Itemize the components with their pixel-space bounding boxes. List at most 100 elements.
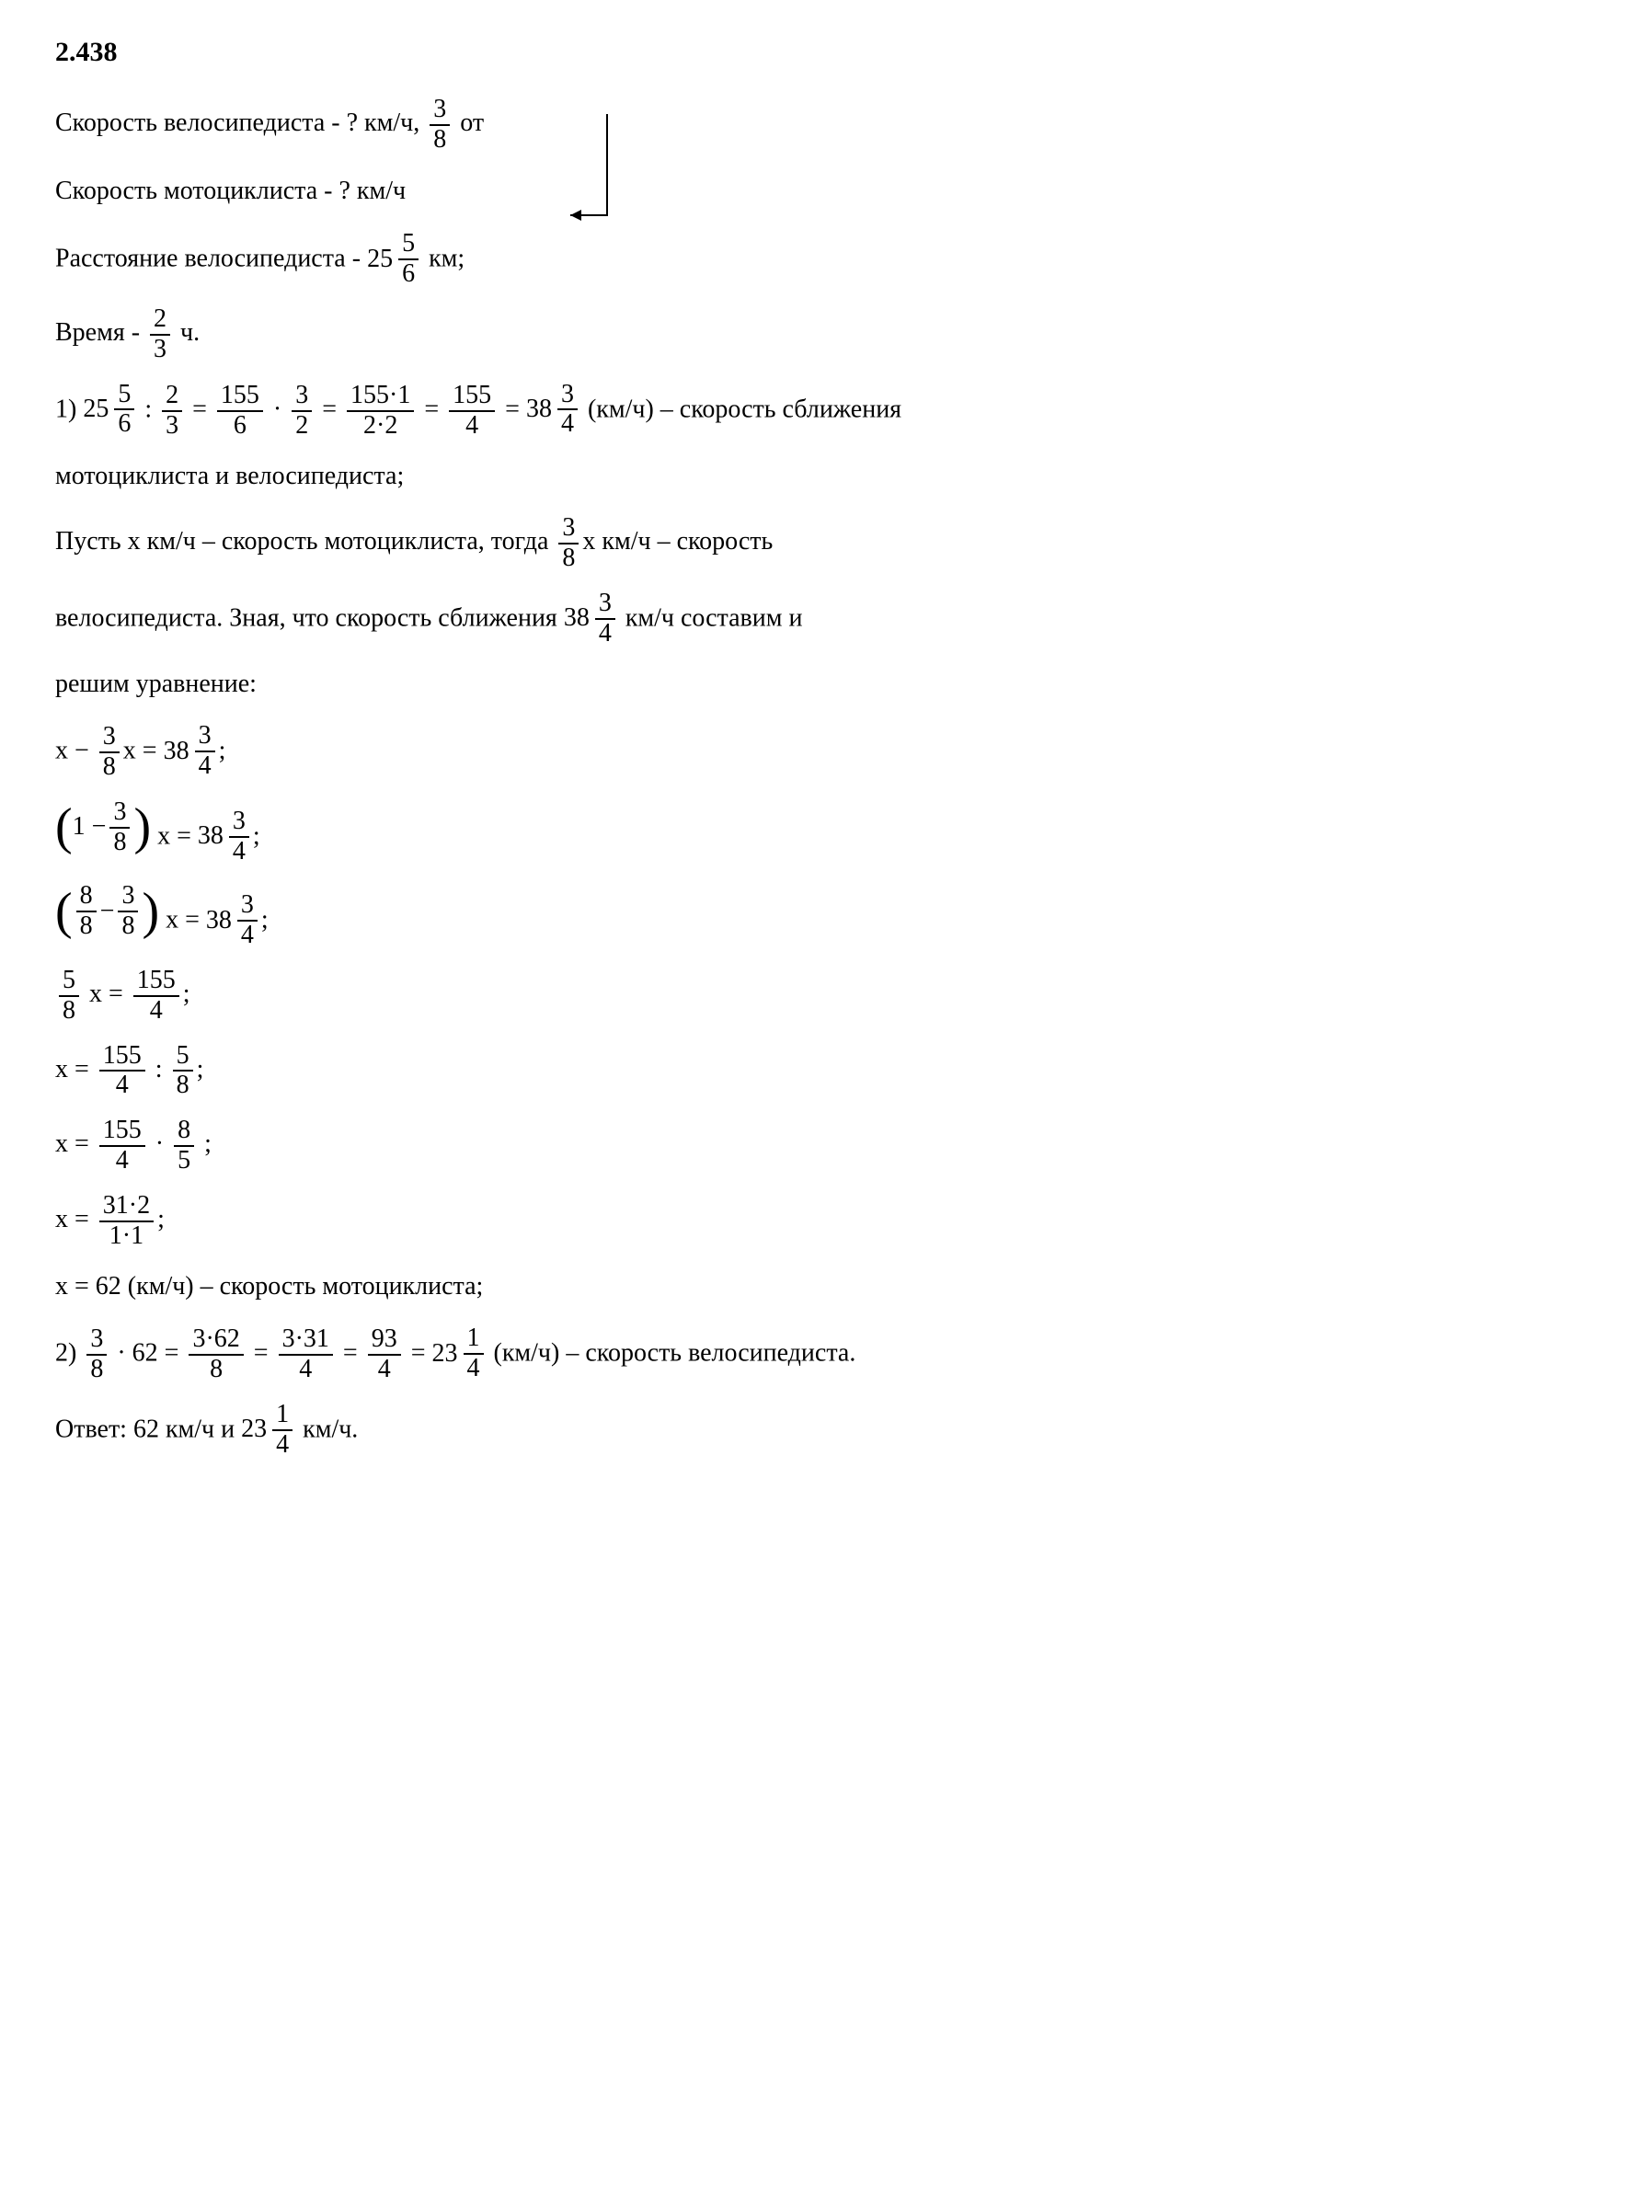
fraction: 3·314 (279, 1325, 333, 1384)
whole: 25 (83, 389, 109, 430)
text: ; (197, 1055, 204, 1083)
right-paren-icon: ) (142, 891, 159, 933)
text: Скорость велосипедиста - ? км/ч, (55, 109, 426, 137)
numerator: 3 (118, 882, 138, 912)
denominator: 8 (118, 912, 138, 941)
let-line-3: решим уравнение: (55, 664, 1597, 705)
let-line-1: Пусть x км/ч – скорость мотоциклиста, то… (55, 514, 1597, 573)
numerator: 3 (86, 1325, 107, 1356)
denominator: 8 (189, 1356, 243, 1384)
numerator: 3 (430, 96, 450, 126)
numerator: 155 (449, 382, 495, 412)
label: 1) (55, 395, 83, 423)
whole: 23 (432, 1334, 458, 1375)
equation-a: x − 38x = 3834; (55, 722, 1597, 782)
denominator: 6 (398, 260, 419, 289)
text: ч. (174, 318, 200, 347)
numerator: 31·2 (99, 1192, 154, 1222)
text: = (247, 1339, 275, 1368)
numerator: 5 (59, 967, 79, 997)
equation-e: x = 1554 : 58; (55, 1042, 1597, 1101)
fraction: 58 (59, 967, 79, 1026)
text: x км/ч – скорость (582, 527, 773, 556)
equation-c: (88 − 38) x = 3834; (55, 882, 1597, 950)
denominator: 4 (272, 1431, 293, 1460)
mixed-number: 2556 (83, 381, 138, 440)
denominator: 4 (237, 922, 258, 950)
text: Расстояние велосипедиста - (55, 245, 367, 273)
mixed-number: 3834 (206, 891, 261, 950)
numerator: 1 (464, 1324, 484, 1355)
numerator: 155 (133, 967, 179, 997)
fraction: 38 (558, 514, 579, 573)
fraction: 3·628 (189, 1325, 243, 1384)
fraction: 34 (195, 722, 215, 781)
numerator: 3·31 (279, 1325, 333, 1356)
problem-number: 2.438 (55, 37, 1597, 68)
numerator: 2 (150, 305, 170, 336)
denominator: 8 (173, 1072, 193, 1100)
fraction: 38 (86, 1325, 107, 1384)
whole: 38 (526, 389, 552, 430)
label: 2) (55, 1339, 83, 1368)
numerator: 3·62 (189, 1325, 243, 1356)
numerator: 5 (173, 1042, 193, 1072)
text: − (100, 891, 115, 933)
denominator: 3 (150, 336, 170, 364)
numerator: 155 (99, 1117, 145, 1147)
text: ; (219, 737, 226, 765)
text: · 62 = (110, 1339, 185, 1368)
numerator: 5 (398, 230, 419, 260)
text: = (405, 1339, 432, 1368)
equation-d: 58 x = 1554; (55, 967, 1597, 1026)
denominator: 2·2 (347, 412, 414, 441)
left-paren-icon: ( (55, 807, 73, 848)
fraction: 23 (162, 382, 182, 441)
let-line-2: велосипедиста. Зная, что скорость сближе… (55, 590, 1597, 648)
fraction: 31·21·1 (99, 1192, 154, 1251)
given-time: Время - 23 ч. (55, 305, 1597, 364)
numerator: 155·1 (347, 382, 414, 412)
bracket-line-2: Скорость мотоциклиста - ? км/ч (55, 171, 1597, 212)
text: км/ч. (296, 1415, 358, 1443)
fraction: 38 (109, 798, 130, 857)
fraction: 85 (174, 1117, 194, 1175)
denominator: 4 (557, 410, 578, 439)
text: · (149, 1129, 170, 1158)
numerator: 3 (558, 514, 579, 544)
text: x = (55, 1205, 96, 1233)
whole: 23 (241, 1409, 267, 1450)
equation-f: x = 1554 · 85 ; (55, 1117, 1597, 1175)
numerator: 3 (195, 722, 215, 752)
numerator: 8 (76, 882, 97, 912)
text: x − (55, 737, 96, 765)
bracket-line-1: Скорость велосипедиста - ? км/ч, 38 от (55, 96, 1597, 155)
fraction: 1554 (133, 967, 179, 1026)
numerator: 3 (292, 382, 312, 412)
numerator: 3 (109, 798, 130, 829)
text: (км/ч) – скорость велосипедиста. (488, 1339, 856, 1368)
text: Ответ: 62 км/ч и (55, 1415, 241, 1443)
denominator: 4 (195, 752, 215, 781)
text: Скорость мотоциклиста - ? км/ч (55, 177, 406, 205)
denominator: 8 (86, 1356, 107, 1384)
text: x = (159, 906, 206, 934)
fraction: 1554 (99, 1117, 145, 1175)
denominator: 6 (114, 410, 134, 439)
right-paren-icon: ) (133, 807, 151, 848)
text: ; (157, 1205, 165, 1233)
denominator: 8 (59, 997, 79, 1026)
text: велосипедиста. Зная, что скорость сближе… (55, 603, 564, 632)
numerator: 8 (174, 1117, 194, 1147)
text: Пусть x км/ч – скорость мотоциклиста, то… (55, 527, 555, 556)
fraction: 14 (464, 1324, 484, 1383)
answer-line: Ответ: 62 км/ч и 2314 км/ч. (55, 1401, 1597, 1460)
numerator: 93 (368, 1325, 401, 1356)
step-1-line-2: мотоциклиста и велосипедиста; (55, 456, 1597, 498)
denominator: 4 (368, 1356, 401, 1384)
numerator: 3 (595, 590, 615, 620)
text: = (315, 395, 343, 423)
fraction: 38 (430, 96, 450, 155)
text: x = (55, 1055, 96, 1083)
fraction: 32 (292, 382, 312, 441)
